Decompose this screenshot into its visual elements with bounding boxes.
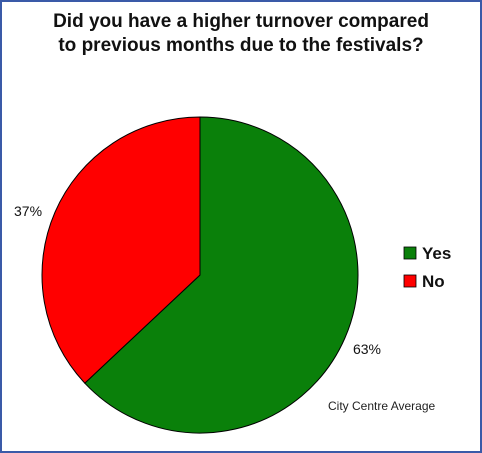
pie-slice-no <box>41 116 201 384</box>
legend-swatch-no <box>403 274 417 288</box>
legend-label-no: No <box>422 272 445 291</box>
pie-value-labels: 63% 37% <box>14 203 381 357</box>
chart-title-line-1: Did you have a higher turnover compared <box>53 11 429 32</box>
chart-title-line-2: to previous months due to the festivals? <box>58 35 424 56</box>
chart-title: Did you have a higher turnover compared … <box>2 10 480 58</box>
pie-slice-yes <box>84 116 359 434</box>
value-label-no: 37% <box>14 203 42 219</box>
legend-label-yes: Yes <box>422 244 451 263</box>
legend-swatch-yes <box>403 246 417 260</box>
value-label-yes: 63% <box>353 341 381 357</box>
legend: Yes No <box>403 244 451 291</box>
pie-slices <box>41 116 359 434</box>
chart-note: City Centre Average <box>328 399 436 413</box>
